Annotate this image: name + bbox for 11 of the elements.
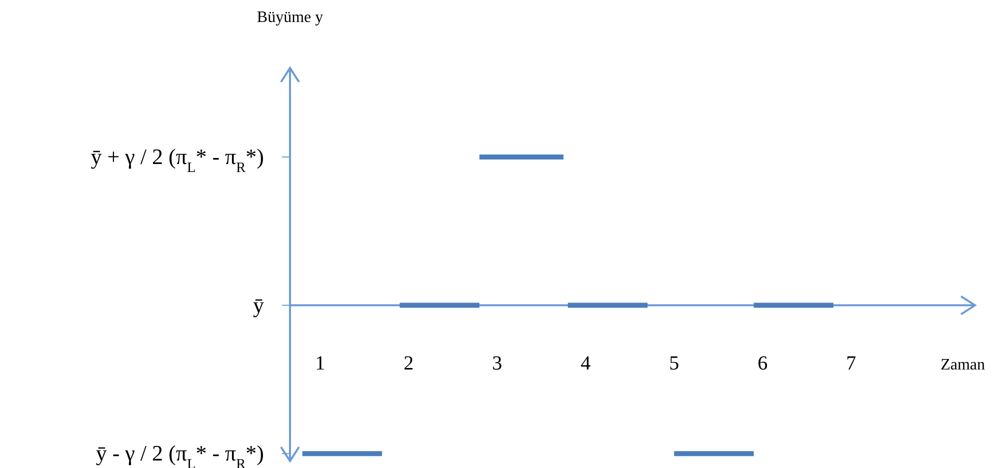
text: ȳ + γ / 2 (π$_{L}$* - π$_{R}$*) [90,144,264,176]
x-tick-label: 4 [580,352,591,374]
x-tick-label: 7 [846,352,856,374]
x-tick-label: 1 [315,352,326,374]
x-tick-label: 6 [758,352,768,374]
x-axis-title: Zaman [940,356,985,374]
x-tick-label: 2 [404,352,414,374]
x-tick-label: 3 [492,352,502,374]
text: Büyüme y [256,9,324,26]
text: ȳ [253,292,264,318]
x-tick-label: 5 [669,352,680,374]
